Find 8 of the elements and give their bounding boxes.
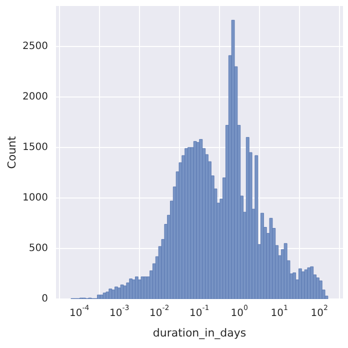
y-axis-title: Count (5, 135, 18, 169)
y-tick-label: 2000 (22, 92, 48, 103)
x-axis-title: duration_in_days (152, 326, 246, 340)
y-tick-label: 1000 (22, 192, 48, 204)
y-tick-label: 1500 (22, 142, 48, 154)
y-tick-label: 0 (42, 294, 48, 305)
y-tick-label: 2500 (22, 41, 48, 52)
y-tick-label: 500 (28, 243, 48, 254)
